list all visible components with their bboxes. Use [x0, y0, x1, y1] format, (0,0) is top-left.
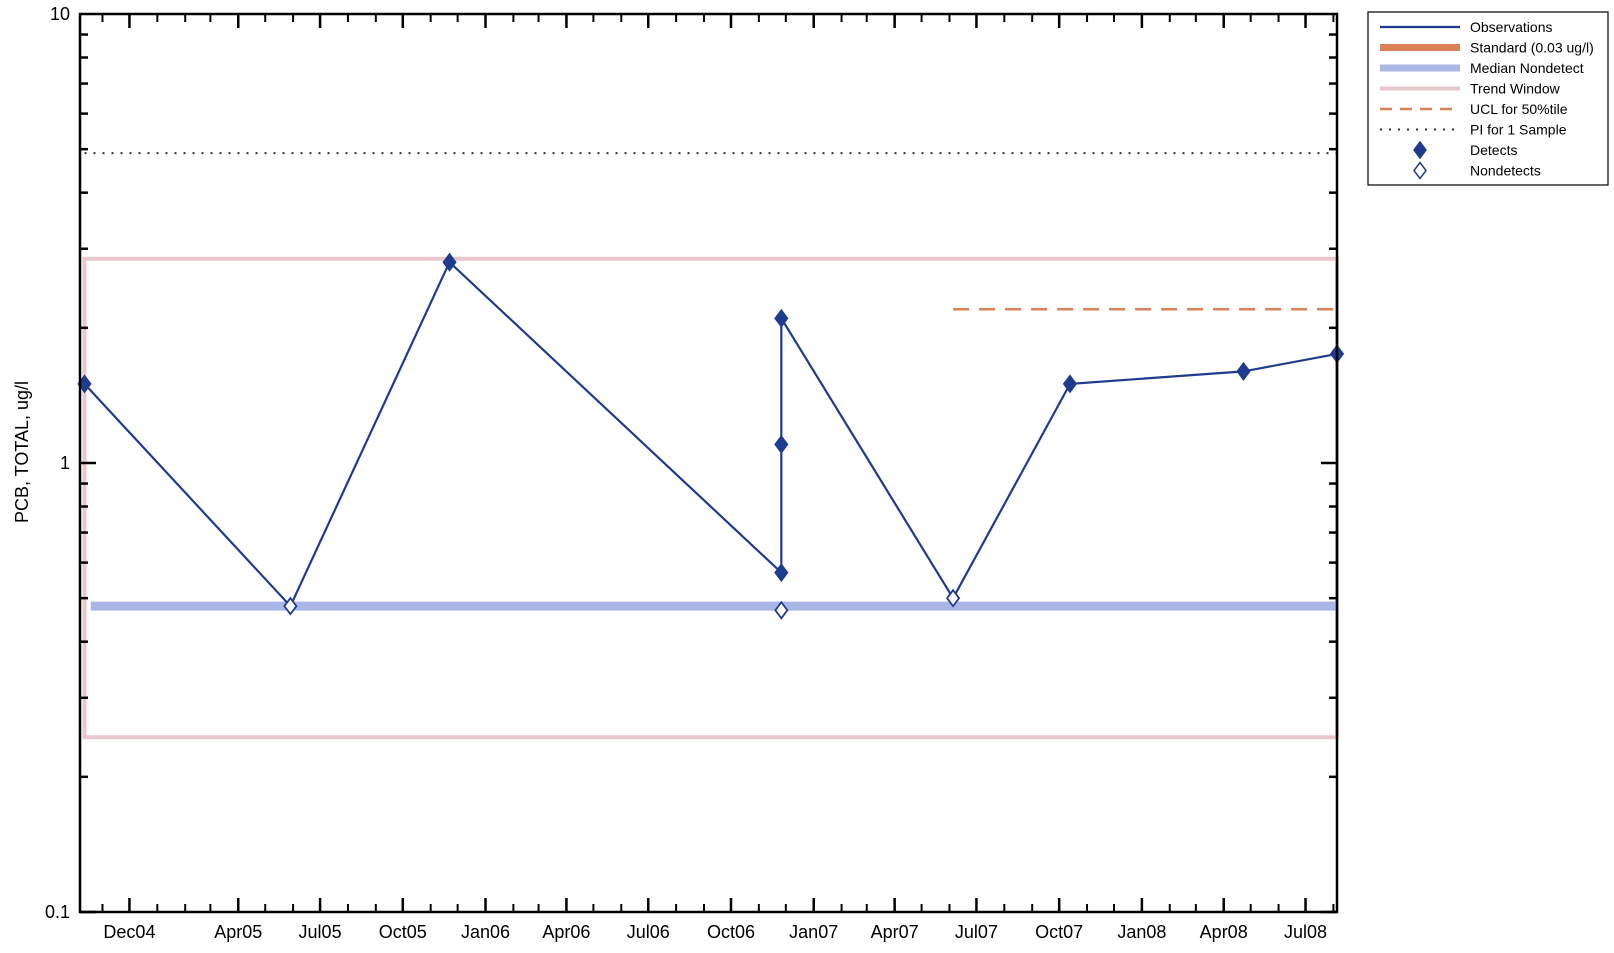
x-tick-label: Dec04: [103, 922, 155, 942]
legend-detects-swatch: [1413, 140, 1427, 160]
nondetect-marker: [945, 588, 961, 608]
y-tick-label: 10: [50, 4, 70, 24]
y-tick-label: 1: [60, 453, 70, 473]
legend-label: Median Nondetect: [1470, 60, 1584, 76]
x-tick-label: Jul06: [627, 922, 670, 942]
x-tick-label: Jan06: [461, 922, 510, 942]
legend-label: Observations: [1470, 19, 1552, 35]
legend-label: Standard (0.03 ug/l): [1470, 40, 1594, 56]
x-tick-label: Jul08: [1284, 922, 1327, 942]
legend-label: PI for 1 Sample: [1470, 122, 1567, 138]
plot-background: [80, 14, 1337, 912]
legend-label: Trend Window: [1470, 81, 1561, 97]
x-tick-label: Jul05: [299, 922, 342, 942]
x-tick-label: Oct05: [379, 922, 427, 942]
legend-label: Detects: [1470, 142, 1517, 158]
markers-layer: [77, 252, 1345, 620]
nondetect-marker: [283, 596, 298, 616]
legend-label: UCL for 50%tile: [1470, 101, 1568, 117]
detect-marker: [1062, 374, 1078, 394]
legend-box: [1367, 11, 1609, 186]
detect-marker: [774, 434, 789, 454]
detect-marker: [774, 563, 789, 583]
y-axis-label: PCB, TOTAL, ug/l: [12, 381, 32, 523]
plot-area: [80, 14, 1337, 912]
nondetect-marker: [774, 600, 789, 620]
x-tick-label: Jan07: [789, 922, 838, 942]
x-tick-label: Apr08: [1200, 922, 1248, 942]
ticks-layer: [80, 14, 1337, 914]
x-tick-label: Jul07: [955, 922, 998, 942]
legend-label: Nondetects: [1470, 163, 1541, 179]
x-tick-label: Oct07: [1035, 922, 1083, 942]
detect-marker: [774, 308, 789, 328]
legend-nondetects-swatch: [1413, 161, 1427, 180]
x-tick-label: Apr07: [871, 922, 919, 942]
x-tick-label: Apr05: [214, 922, 262, 942]
tick-labels-layer: Dec04 Apr05 Jul05 Oct05 Jan06 Apr06 Jul06 Oct06…: [45, 4, 1327, 942]
reference-lines-layer: [84, 152, 1337, 311]
detect-marker: [442, 252, 457, 272]
x-tick-label: Apr06: [542, 922, 590, 942]
legend: Observations Standard (0.03 ug/l) Median N…: [1367, 11, 1609, 186]
x-tick-label: Oct06: [707, 922, 755, 942]
detect-marker: [1236, 361, 1251, 381]
x-tick-label: Jan08: [1117, 922, 1166, 942]
y-tick-label: 0.1: [45, 902, 70, 922]
